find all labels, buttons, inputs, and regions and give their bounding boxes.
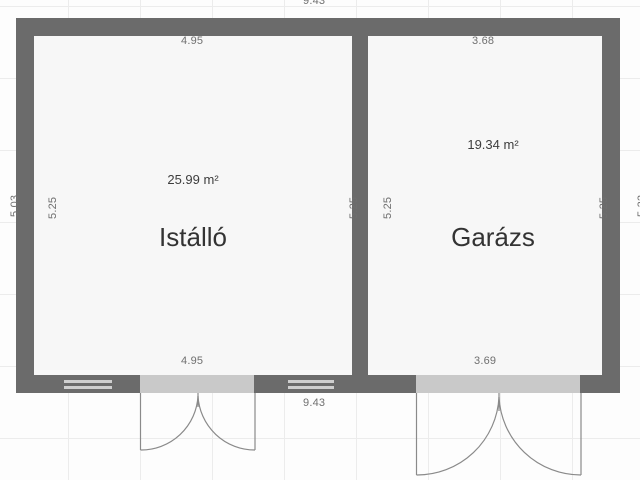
- dimension-overall-left-cropped: 5.03: [9, 194, 21, 217]
- wall-left[interactable]: [16, 18, 34, 393]
- wall-corner-top-left: [16, 18, 34, 36]
- dimension-overall-right-cropped: 5.32: [636, 194, 640, 217]
- wall-right[interactable]: [602, 18, 620, 393]
- room-garazs-fill[interactable]: [368, 18, 618, 378]
- dimension-overall-bottom: 9.43: [303, 397, 326, 409]
- wall-top[interactable]: [16, 18, 620, 36]
- room-istallo-area: 25.99 m²: [167, 172, 219, 187]
- room-garazs-area: 19.34 m²: [467, 137, 519, 152]
- dimension-istallo-right: 5.25: [348, 196, 360, 219]
- window-right[interactable]: [288, 375, 334, 393]
- dimension-istallo-bottom: 4.95: [181, 355, 204, 367]
- wall-partition-middle[interactable]: [352, 18, 368, 393]
- wall-bottom-segment-left[interactable]: [16, 375, 64, 393]
- room-istallo-fill[interactable]: [34, 18, 352, 378]
- window-left-pane-2: [64, 386, 112, 389]
- dimension-garazs-right: 5.25: [598, 196, 610, 219]
- room-istallo-name[interactable]: Istálló: [159, 222, 227, 252]
- door-opening-left[interactable]: [140, 375, 254, 393]
- dimension-garazs-top: 3.68: [472, 35, 495, 47]
- wall-bottom-segment-2[interactable]: [112, 375, 140, 393]
- room-garazs-name[interactable]: Garázs: [451, 222, 535, 252]
- door-swing-right[interactable]: [415, 393, 582, 480]
- dimension-istallo-top: 4.95: [181, 35, 204, 47]
- dimension-garazs-left: 5.25: [382, 196, 394, 219]
- wall-bottom-segment-4[interactable]: [334, 375, 416, 393]
- dimension-istallo-left: 5.25: [47, 196, 59, 219]
- dimension-overall-top: 9.43: [303, 0, 326, 7]
- window-left-pane: [64, 380, 112, 383]
- window-right-pane-2: [288, 386, 334, 389]
- door-opening-right[interactable]: [416, 375, 580, 393]
- window-left[interactable]: [64, 375, 112, 393]
- window-right-pane: [288, 380, 334, 383]
- wall-bottom-segment-3[interactable]: [254, 375, 288, 393]
- wall-bottom-segment-right[interactable]: [580, 375, 620, 393]
- dimension-garazs-bottom: 3.69: [474, 355, 497, 367]
- door-swing-left[interactable]: [139, 393, 256, 455]
